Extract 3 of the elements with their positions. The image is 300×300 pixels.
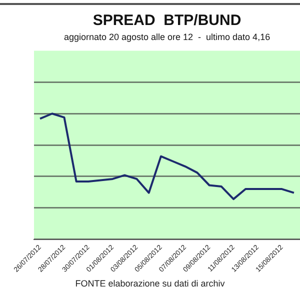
source-note: FONTE elaborazione su dati di archiv [75,278,226,288]
chart-title: SPREAD BTP/BUND [92,12,242,30]
chart-subtitle: aggiornato 20 agosto alle ore 12 - ultimo dato 4,16 [64,32,270,42]
